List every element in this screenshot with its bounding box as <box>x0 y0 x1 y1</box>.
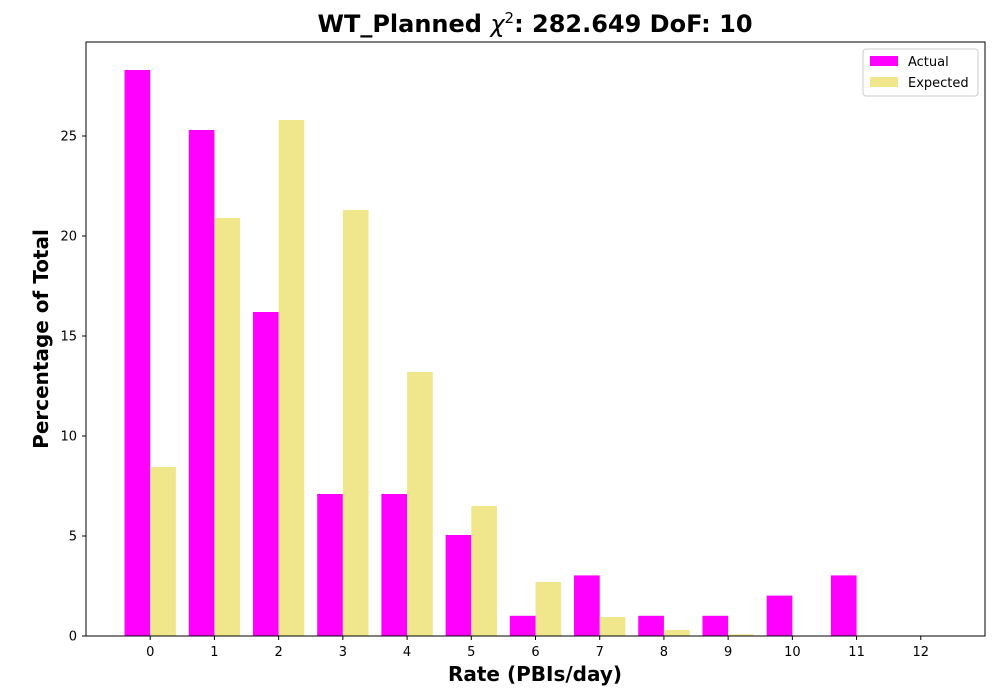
bar-actual-10 <box>766 595 793 636</box>
bar-actual-7 <box>574 575 600 636</box>
bars-group <box>124 70 857 636</box>
x-tick-label: 1 <box>210 645 218 660</box>
bar-actual-5 <box>445 535 472 636</box>
legend-swatch-expected <box>870 77 898 87</box>
chart-title: WT_Planned χ2: 282.649 DoF: 10 <box>317 9 752 38</box>
x-tick-label: 11 <box>848 645 865 660</box>
bar-actual-1 <box>188 130 215 636</box>
x-tick-label: 3 <box>339 645 347 660</box>
bar-expected-9 <box>728 634 754 636</box>
y-tick-label: 0 <box>69 630 77 645</box>
bar-actual-0 <box>124 70 151 636</box>
bar-actual-9 <box>702 615 729 636</box>
x-tick-label: 7 <box>596 645 604 660</box>
x-tick-label: 0 <box>146 645 154 660</box>
bar-actual-11 <box>830 575 857 636</box>
legend-label-actual: Actual <box>908 55 949 70</box>
y-tick-label: 5 <box>69 530 77 545</box>
legend: Actual Expected <box>862 48 979 97</box>
bar-actual-6 <box>509 615 536 636</box>
legend-swatch-actual <box>870 56 898 66</box>
x-tick-label: 9 <box>724 645 732 660</box>
y-tick-label: 10 <box>60 430 77 445</box>
bar-expected-1 <box>214 218 241 636</box>
x-tick-label: 6 <box>531 645 539 660</box>
bar-expected-2 <box>278 120 305 636</box>
bar-expected-8 <box>663 630 690 636</box>
y-tick-label: 15 <box>60 330 77 345</box>
x-tick-label: 4 <box>403 645 411 660</box>
y-tick-label: 25 <box>60 130 77 145</box>
x-ticks: 0 1 2 3 4 5 6 7 8 9 10 11 12 <box>146 636 929 660</box>
bar-actual-8 <box>638 615 664 636</box>
y-tick-label: 20 <box>60 230 77 245</box>
plot-frame <box>85 41 986 637</box>
bar-expected-3 <box>342 210 369 636</box>
bar-actual-4 <box>381 494 408 636</box>
x-axis-label: Rate (PBIs/day) <box>448 662 622 686</box>
bar-expected-4 <box>407 372 433 636</box>
x-tick-label: 10 <box>784 645 801 660</box>
x-tick-label: 8 <box>660 645 668 660</box>
x-tick-label: 2 <box>275 645 283 660</box>
bar-actual-3 <box>317 494 343 636</box>
bar-expected-0 <box>150 467 176 636</box>
bar-expected-7 <box>599 617 626 636</box>
x-tick-label: 12 <box>913 645 930 660</box>
bar-actual-2 <box>252 312 279 636</box>
y-ticks: 0 5 10 15 20 25 <box>60 130 86 645</box>
y-axis-label: Percentage of Total <box>29 229 53 449</box>
bar-expected-6 <box>535 582 562 636</box>
legend-label-expected: Expected <box>908 76 969 91</box>
x-tick-label: 5 <box>467 645 475 660</box>
bar-expected-5 <box>471 506 497 636</box>
